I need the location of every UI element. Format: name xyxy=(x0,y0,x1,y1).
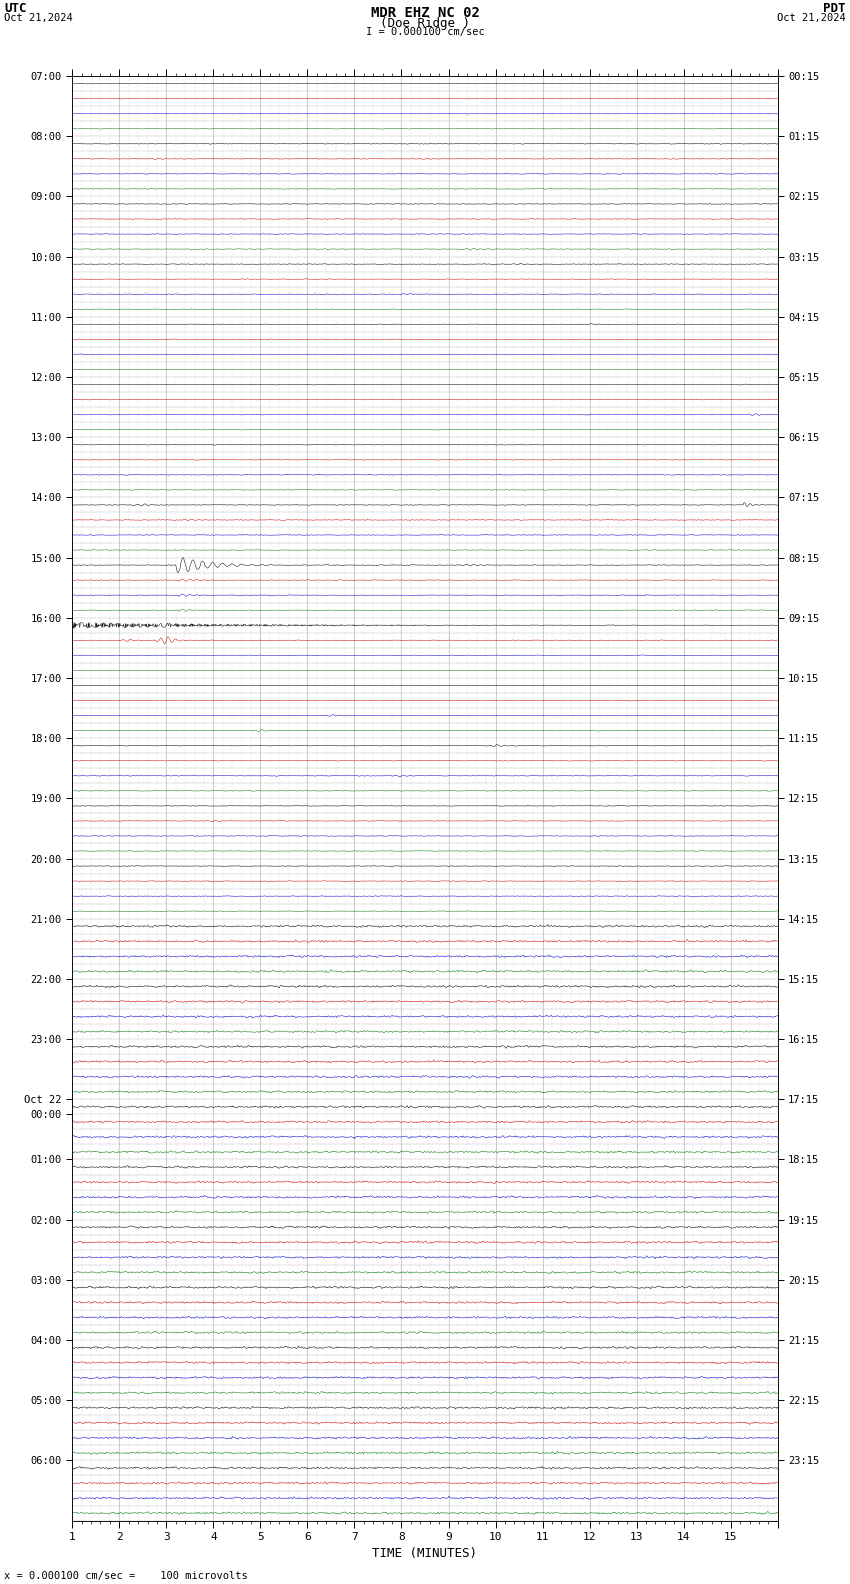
Text: Oct 21,2024: Oct 21,2024 xyxy=(777,13,846,22)
X-axis label: TIME (MINUTES): TIME (MINUTES) xyxy=(372,1546,478,1560)
Text: I = 0.000100 cm/sec: I = 0.000100 cm/sec xyxy=(366,27,484,36)
Text: MDR EHZ NC 02: MDR EHZ NC 02 xyxy=(371,5,479,19)
Text: UTC: UTC xyxy=(4,2,26,14)
Text: Oct 21,2024: Oct 21,2024 xyxy=(4,13,73,22)
Text: PDT: PDT xyxy=(824,2,846,14)
Text: (Doe Ridge ): (Doe Ridge ) xyxy=(380,16,470,30)
Text: x = 0.000100 cm/sec =    100 microvolts: x = 0.000100 cm/sec = 100 microvolts xyxy=(4,1571,248,1581)
